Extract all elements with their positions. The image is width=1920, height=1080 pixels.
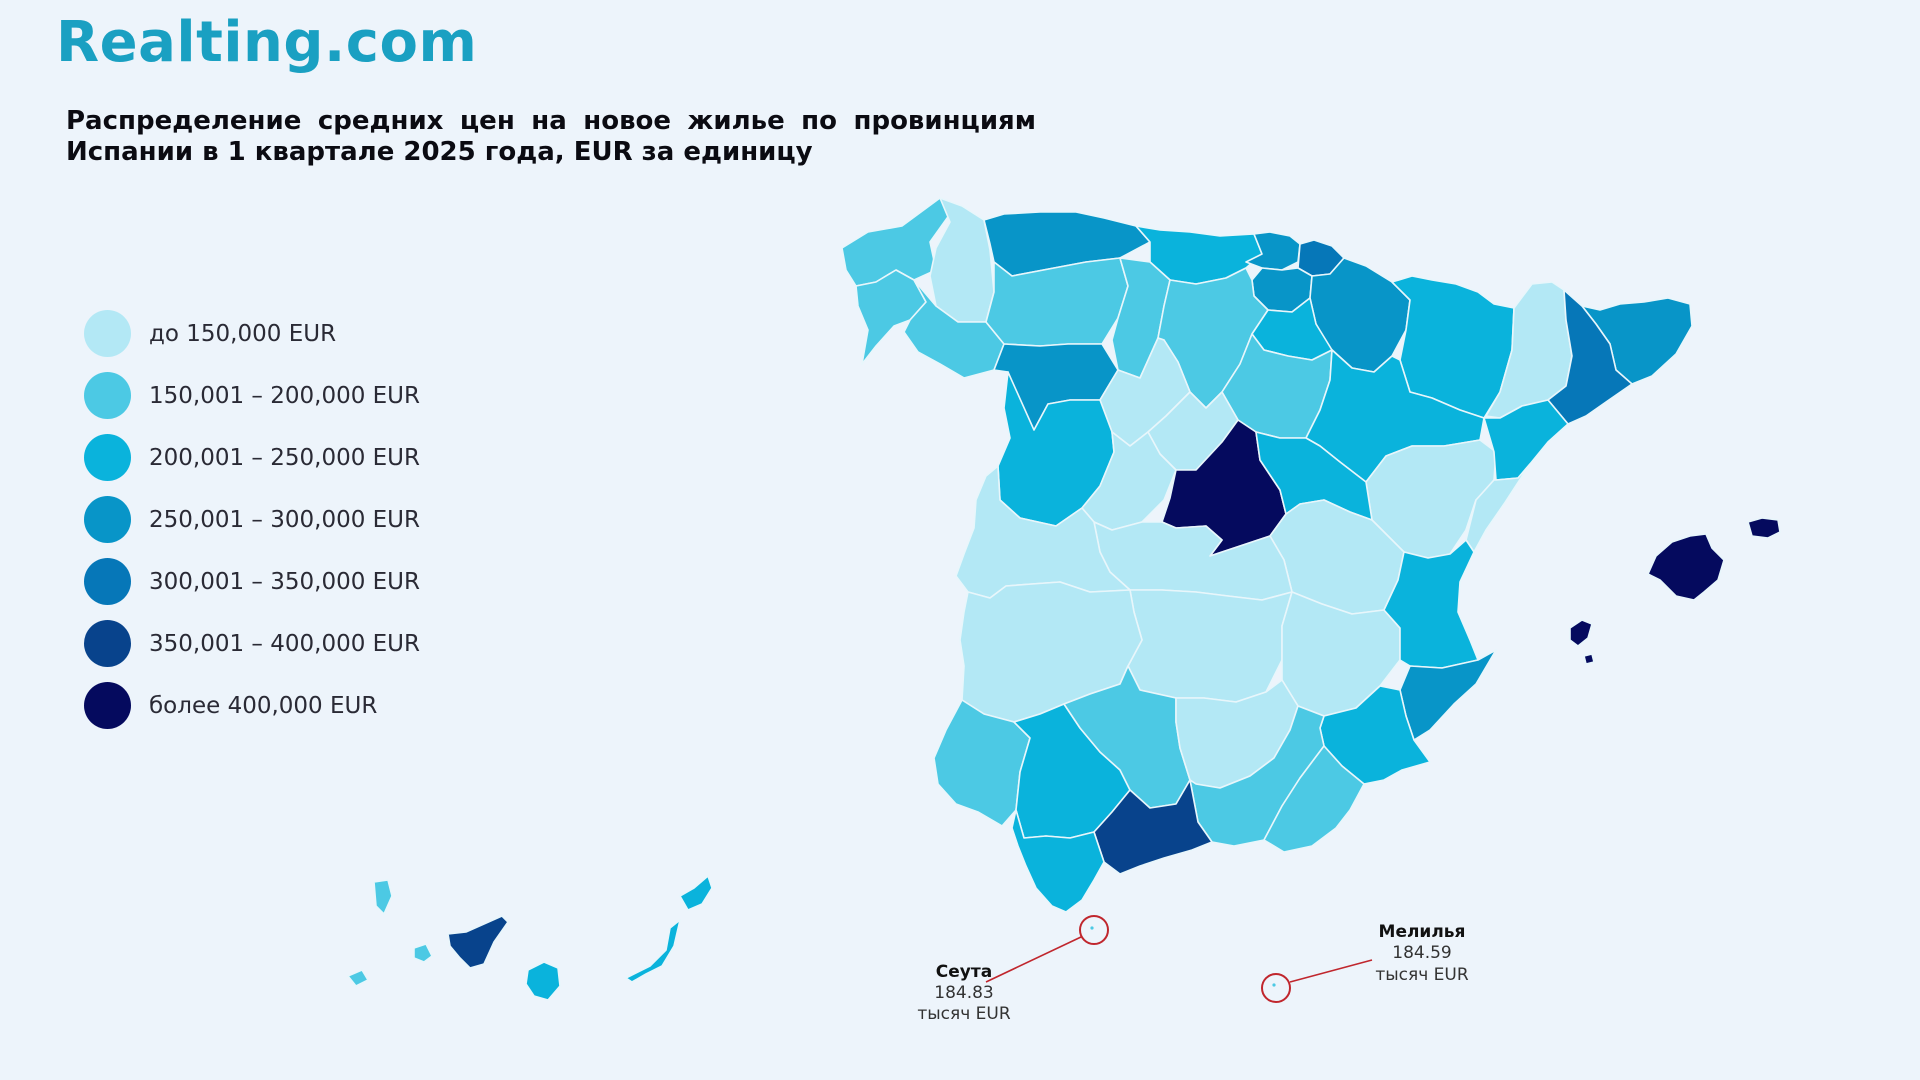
legend-swatch <box>84 434 131 481</box>
legend-label: до 150,000 EUR <box>149 320 337 347</box>
legend-swatch <box>84 372 131 419</box>
melilla-name: Мелилья <box>1379 922 1466 942</box>
legend-item-under-150k: до 150,000 EUR <box>84 310 420 357</box>
province-la-gomera[interactable] <box>413 943 433 963</box>
province-cadiz[interactable] <box>1011 809 1105 913</box>
legend-item-over-400k: более 400,000 EUR <box>84 682 420 729</box>
realting-logo[interactable]: Realting.com <box>56 10 478 75</box>
ceuta-leader-line <box>985 936 1082 983</box>
melilla-leader-line <box>1289 959 1373 983</box>
province-bizkaia[interactable] <box>1245 231 1301 271</box>
province-gran-canaria[interactable] <box>525 961 561 1001</box>
ceuta-marker[interactable] <box>1079 915 1109 945</box>
province-malaga[interactable] <box>1093 779 1213 875</box>
legend-swatch <box>84 682 131 729</box>
province-valencia[interactable] <box>1383 539 1479 669</box>
legend-label: 200,001 – 250,000 EUR <box>149 444 421 471</box>
title-line-1: Распределение средних цен на новое жилье… <box>66 106 1036 136</box>
legend-label: 350,001 – 400,000 EUR <box>149 630 421 657</box>
province-lanzarote[interactable] <box>679 875 713 911</box>
province-pontevedra[interactable] <box>855 269 927 365</box>
legend-swatch <box>84 620 131 667</box>
legend-item-250k-300k: 250,001 – 300,000 EUR <box>84 496 420 543</box>
province-fuerteventura[interactable] <box>625 919 681 983</box>
province-la-palma[interactable] <box>373 879 393 915</box>
legend-swatch <box>84 496 131 543</box>
legend-label: 300,001 – 350,000 EUR <box>149 568 421 595</box>
province-barcelona[interactable] <box>1547 289 1633 425</box>
province-ciudad-real[interactable] <box>1127 589 1293 703</box>
page-title: Распределение средних цен на новое жилье… <box>66 106 1036 168</box>
ceuta-name: Сеута <box>936 962 992 982</box>
province-mallorca[interactable] <box>1647 533 1725 601</box>
legend-label: 150,001 – 200,000 EUR <box>149 382 421 409</box>
province-leon[interactable] <box>985 257 1129 347</box>
province-castellon[interactable] <box>1465 463 1531 553</box>
province-el-hierro[interactable] <box>347 969 369 987</box>
legend-item-350k-400k: 350,001 – 400,000 EUR <box>84 620 420 667</box>
province-granada[interactable] <box>1189 705 1325 847</box>
province-menorca[interactable] <box>1747 517 1781 539</box>
legend-swatch <box>84 310 131 357</box>
melilla-callout: Мелилья 184.59 тысяч EUR <box>1261 922 1469 1003</box>
province-tenerife[interactable] <box>447 915 509 969</box>
legend-label: более 400,000 EUR <box>149 692 378 719</box>
melilla-value: 184.59 <box>1392 943 1451 963</box>
province-formentera[interactable] <box>1583 653 1595 665</box>
title-line-2: Испании в 1 квартале 2025 года, EUR за е… <box>66 137 813 167</box>
ceuta-callout: Сеута 184.83 тысяч EUR <box>917 915 1109 1024</box>
price-legend: до 150,000 EUR 150,001 – 200,000 EUR 200… <box>84 310 420 744</box>
legend-item-300k-350k: 300,001 – 350,000 EUR <box>84 558 420 605</box>
melilla-marker[interactable] <box>1261 973 1291 1003</box>
ceuta-unit: тысяч EUR <box>917 1004 1011 1024</box>
melilla-dot <box>1272 983 1276 987</box>
province-ourense[interactable] <box>903 279 1005 379</box>
ceuta-value: 184.83 <box>934 983 993 1003</box>
legend-item-200k-250k: 200,001 – 250,000 EUR <box>84 434 420 481</box>
ceuta-dot <box>1090 926 1094 930</box>
legend-label: 250,001 – 300,000 EUR <box>149 506 421 533</box>
melilla-unit: тысяч EUR <box>1375 965 1469 985</box>
province-ibiza[interactable] <box>1569 619 1593 647</box>
province-almeria[interactable] <box>1263 745 1365 853</box>
legend-item-150k-200k: 150,001 – 200,000 EUR <box>84 372 420 419</box>
legend-swatch <box>84 558 131 605</box>
